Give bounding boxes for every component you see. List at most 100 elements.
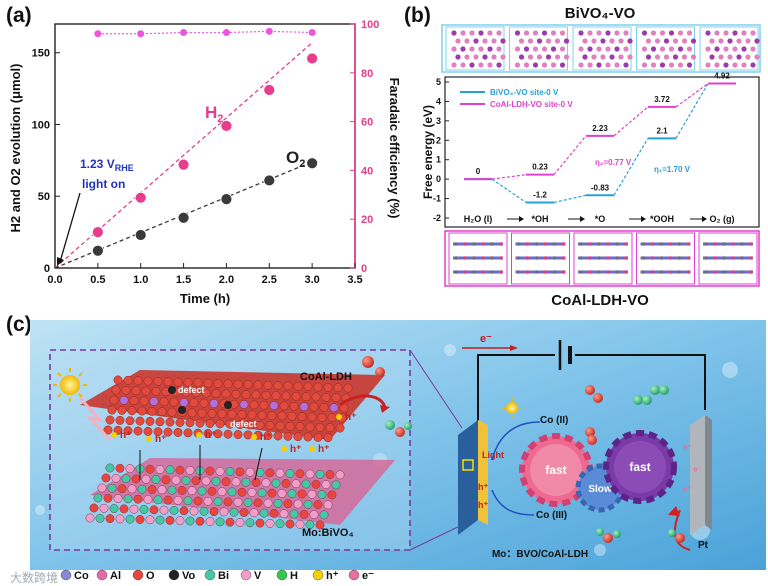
atom-dot bbox=[527, 38, 534, 44]
atom-dot bbox=[681, 38, 688, 44]
ldh-atom bbox=[209, 399, 219, 408]
atom-dot bbox=[615, 270, 619, 274]
bivo4-layer bbox=[85, 458, 395, 530]
ldh-atom bbox=[179, 398, 189, 407]
atom-dot bbox=[563, 54, 570, 60]
atom-dot bbox=[677, 242, 682, 246]
ldh-atom bbox=[127, 406, 137, 416]
ldh-atom bbox=[163, 377, 173, 387]
atom-dot bbox=[482, 54, 488, 60]
h2-point bbox=[263, 84, 276, 96]
ldh-atom bbox=[315, 422, 325, 432]
ldh-atom bbox=[307, 412, 317, 422]
atom-dot bbox=[541, 30, 548, 36]
bivo4-atom bbox=[331, 480, 341, 490]
atom-dot bbox=[578, 62, 584, 68]
ldh-atom bbox=[103, 425, 113, 435]
legend-swatch bbox=[312, 569, 324, 581]
atom-dot bbox=[582, 54, 588, 60]
atom-dot bbox=[650, 270, 655, 274]
ldh-atom bbox=[331, 393, 341, 403]
ldh-atom bbox=[157, 407, 167, 417]
bivo4-atom bbox=[255, 468, 265, 477]
ldh-atom bbox=[183, 378, 193, 387]
reaction-step-label: O₂ (g) bbox=[710, 214, 735, 224]
ldh-atom bbox=[181, 388, 191, 397]
bivo4-atom bbox=[129, 504, 139, 514]
fe-point bbox=[137, 30, 145, 38]
ldh-atom bbox=[143, 426, 153, 436]
ldh-atom bbox=[113, 375, 123, 385]
legend-ldh: CoAl-LDH-VO site-0 V bbox=[490, 100, 573, 109]
atom-dot bbox=[677, 46, 684, 52]
atom-dot bbox=[668, 242, 673, 246]
atom-dot bbox=[736, 54, 742, 60]
atom-dot bbox=[496, 46, 502, 52]
bivo4-atom bbox=[183, 496, 193, 506]
bivo4-atom bbox=[125, 514, 135, 524]
atom-dot bbox=[623, 46, 629, 52]
hole-label: h⁺ bbox=[318, 444, 329, 455]
ldh-layer bbox=[80, 370, 385, 443]
hole-label: h⁺ bbox=[205, 430, 216, 441]
sun-icon-small bbox=[502, 398, 522, 418]
atom-dot bbox=[543, 256, 548, 260]
atom-dot bbox=[690, 38, 697, 44]
y-tick-left-label: 150 bbox=[32, 48, 50, 60]
ldh-atom bbox=[133, 376, 143, 386]
ldh-atom bbox=[169, 397, 179, 407]
atom-dot bbox=[532, 46, 539, 52]
atom-dot bbox=[597, 270, 601, 274]
atom-dot bbox=[543, 270, 548, 274]
bivo4-atom bbox=[271, 478, 281, 488]
atom-dot bbox=[500, 38, 506, 44]
ldh-atom bbox=[213, 379, 223, 388]
panel-a-x-ticks: 0.0 0.5 1.0 1.5 2.0 2.5 3.0 3.5 bbox=[47, 263, 363, 286]
atom-dot bbox=[545, 54, 552, 60]
bivo4-atom bbox=[215, 466, 225, 476]
atom-dot bbox=[516, 270, 521, 274]
x-tick-label: 2.5 bbox=[262, 274, 277, 286]
ldh-atom bbox=[185, 418, 195, 428]
bivo4-atom bbox=[163, 495, 173, 505]
bivo4-atom bbox=[211, 476, 221, 486]
ldh-atom bbox=[253, 380, 263, 390]
atom-dot bbox=[704, 256, 708, 260]
ldh-atom bbox=[335, 423, 345, 433]
y-tick-right-label: 100 bbox=[361, 19, 379, 31]
atom-dot bbox=[500, 54, 506, 60]
o2-molecules bbox=[585, 385, 603, 445]
vacancy-dot-3 bbox=[224, 401, 232, 409]
atom-dot bbox=[627, 54, 633, 60]
atom-dot bbox=[455, 38, 461, 44]
atom-dot bbox=[481, 242, 485, 246]
ldh-atom bbox=[207, 409, 217, 418]
bivo4-atom bbox=[95, 513, 105, 523]
ldh-atom bbox=[193, 378, 203, 388]
bivo4-atom bbox=[267, 488, 277, 498]
ldh-atom bbox=[221, 389, 231, 399]
atom-dot bbox=[714, 46, 720, 52]
x-tick-label: 3.5 bbox=[347, 274, 362, 286]
h2-point bbox=[177, 158, 190, 171]
atom-dot bbox=[645, 54, 652, 60]
atom-dot bbox=[740, 242, 744, 246]
bivo4-atom bbox=[309, 510, 319, 520]
bivo4-atom bbox=[223, 497, 233, 507]
vacancy-dot-1 bbox=[168, 386, 176, 394]
water-molecule-bottom bbox=[596, 528, 685, 543]
hole-dot bbox=[111, 432, 117, 438]
bivo4-atom bbox=[165, 515, 175, 525]
ldh-atom bbox=[297, 412, 307, 422]
bivo4-atom bbox=[155, 465, 165, 474]
panel-a-y-ticks-left: 0 50 100 150 bbox=[32, 48, 60, 275]
atom-dot bbox=[499, 242, 503, 246]
atom-dot bbox=[677, 30, 684, 36]
ldh-atom bbox=[187, 408, 197, 418]
atom-dot bbox=[451, 46, 457, 52]
ldh-atom bbox=[267, 411, 277, 421]
atom-dot bbox=[663, 38, 670, 44]
bivo4-atom bbox=[217, 487, 227, 497]
atom-dot bbox=[668, 30, 675, 36]
